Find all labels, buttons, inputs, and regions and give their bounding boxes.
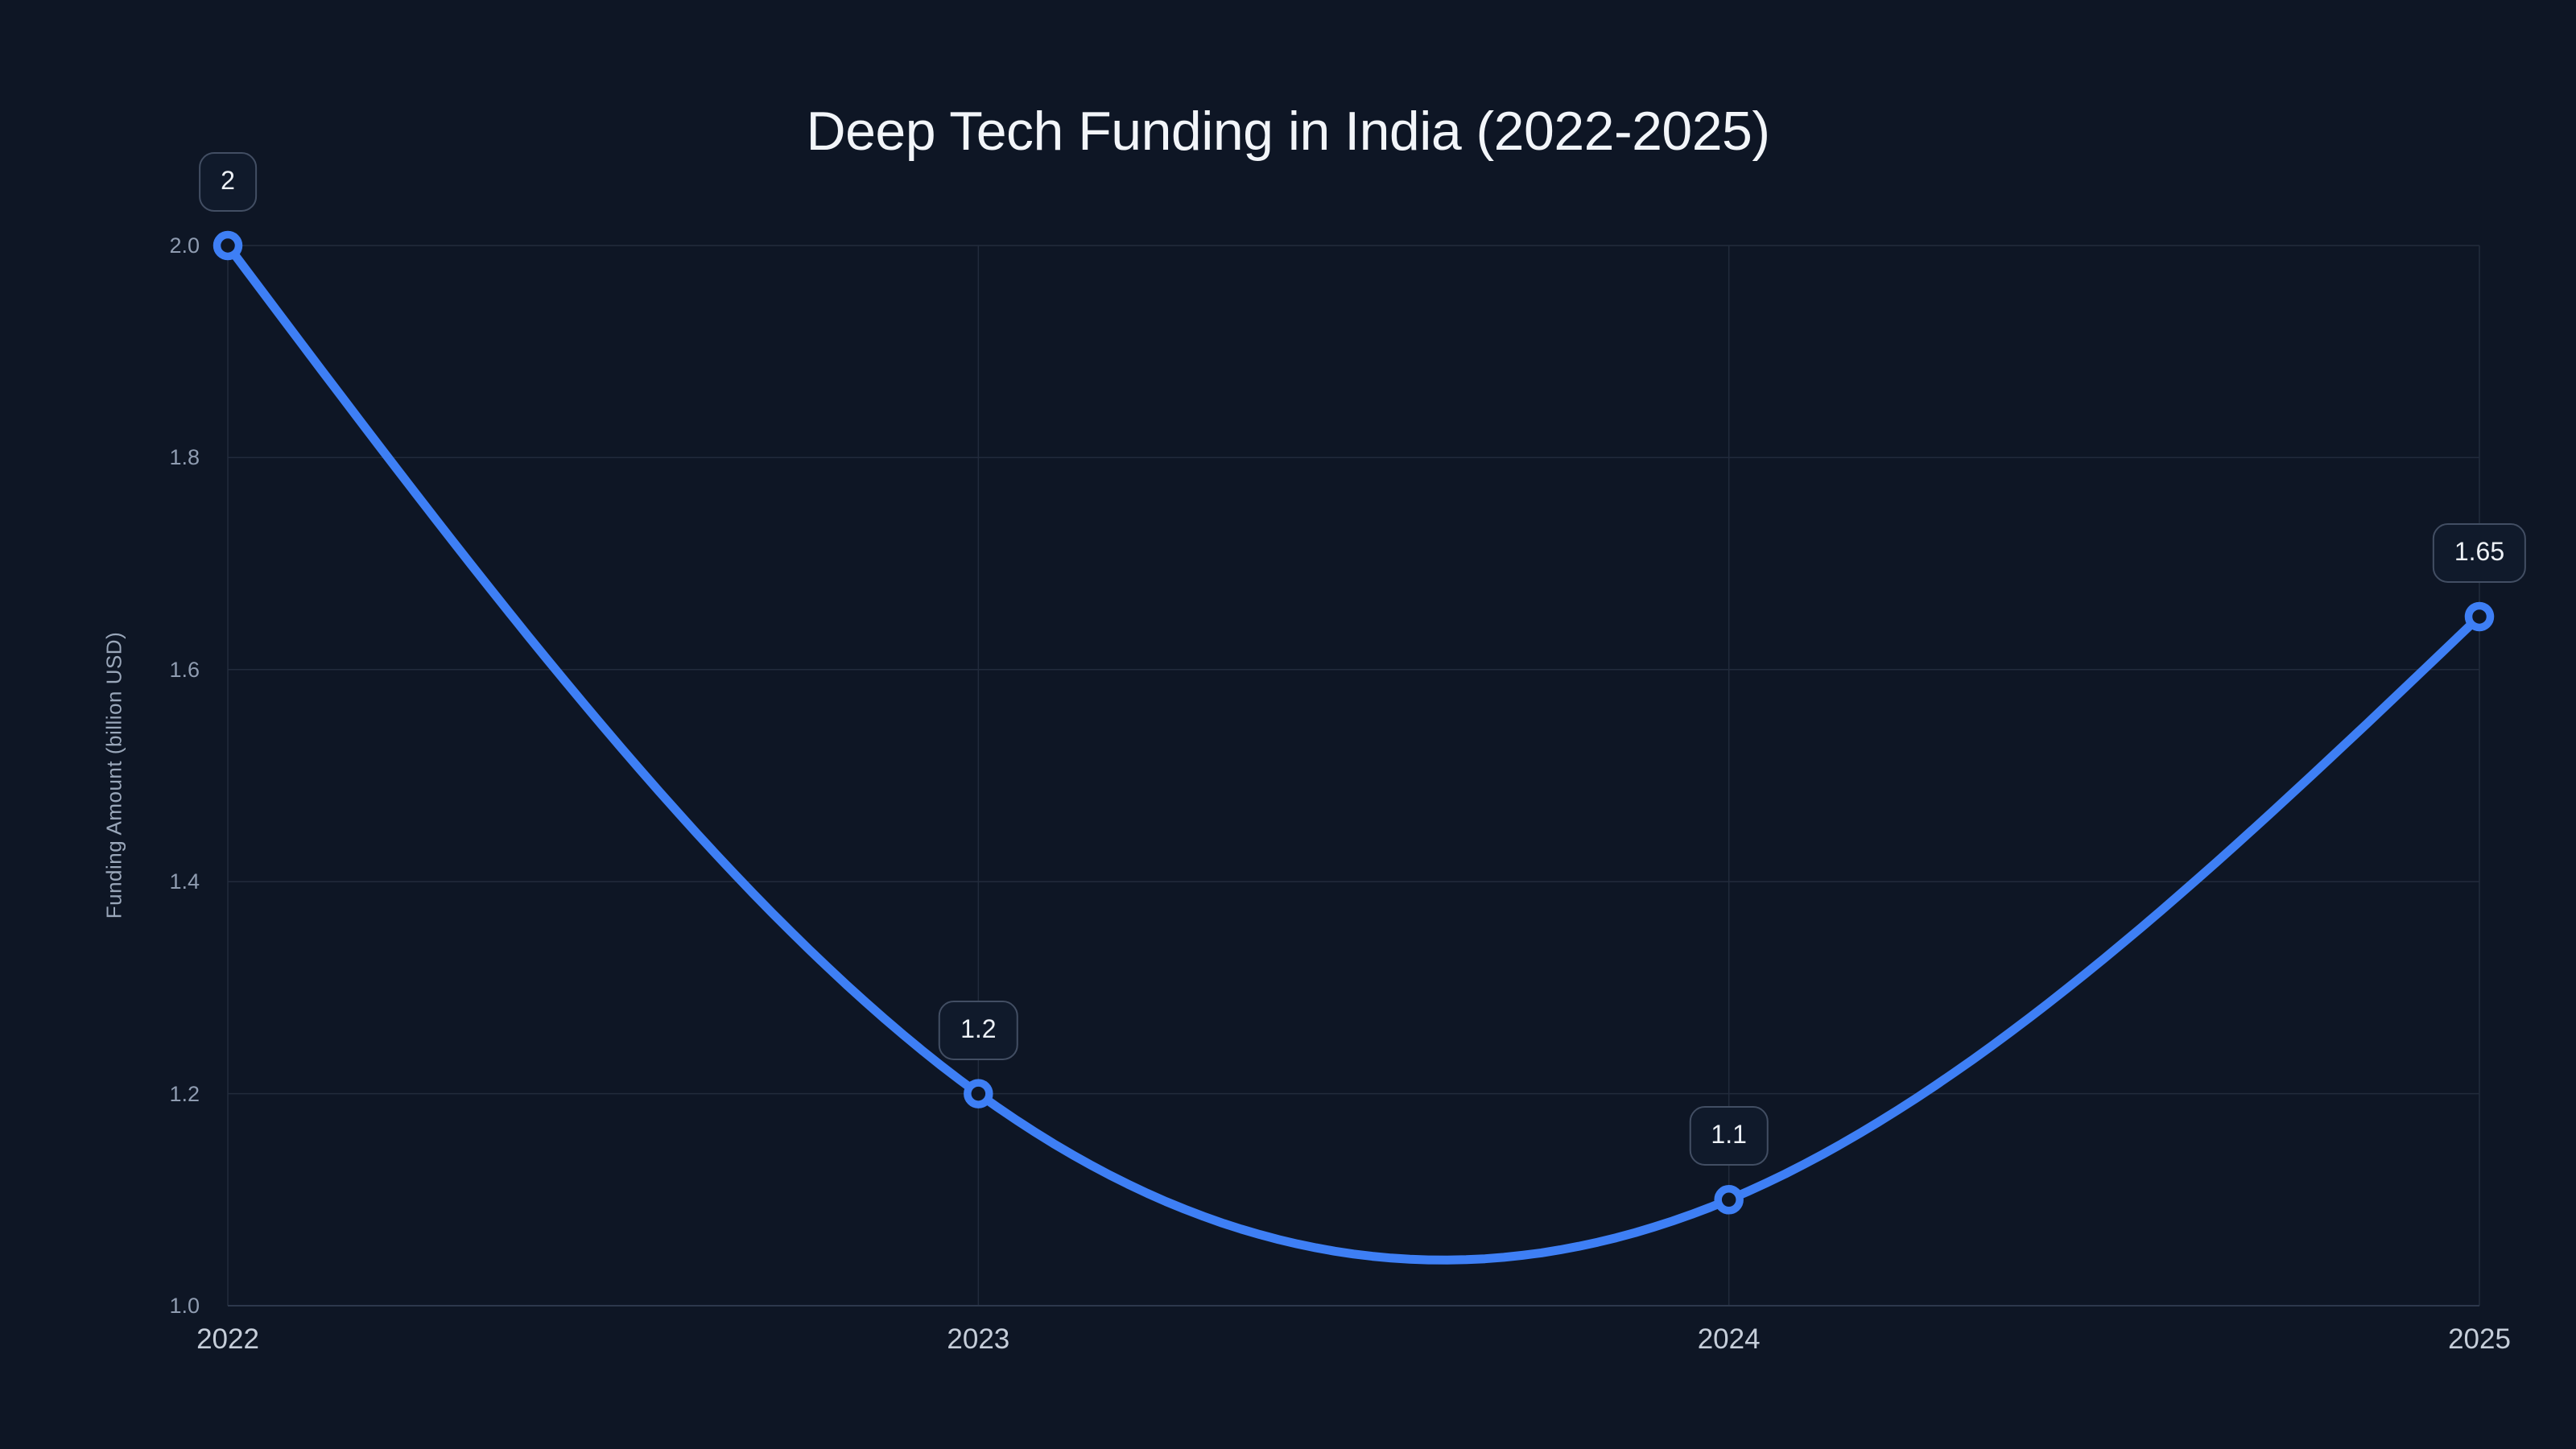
chart-title: Deep Tech Funding in India (2022-2025)	[806, 101, 1770, 162]
data-point-label: 1.65	[2432, 522, 2527, 583]
y-tick-label: 1.8	[169, 445, 200, 470]
y-tick-label: 1.0	[169, 1294, 200, 1318]
data-point-marker	[964, 1079, 993, 1108]
data-point-label: 2	[199, 152, 257, 212]
x-tick-label: 2024	[1697, 1323, 1761, 1355]
x-tick-label: 2022	[196, 1323, 259, 1355]
series-line	[223, 241, 2484, 1265]
x-tick-label: 2025	[2448, 1323, 2511, 1355]
data-point-marker	[1714, 1185, 1744, 1215]
x-tick-label: 2023	[947, 1323, 1010, 1355]
y-tick-label: 2.0	[169, 233, 200, 258]
data-point-marker	[2464, 601, 2495, 632]
data-point-marker	[213, 230, 243, 261]
data-point-label: 1.2	[939, 1000, 1018, 1060]
data-point-label: 1.1	[1689, 1106, 1769, 1166]
y-tick-label: 1.2	[169, 1081, 200, 1106]
y-tick-label: 1.4	[169, 869, 200, 894]
y-tick-label: 1.6	[169, 657, 200, 682]
